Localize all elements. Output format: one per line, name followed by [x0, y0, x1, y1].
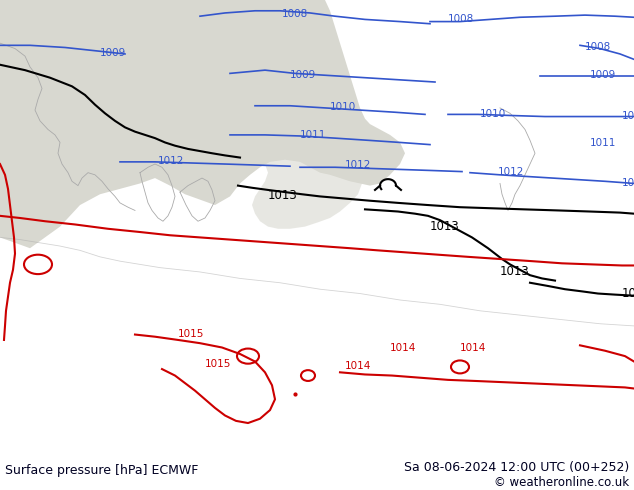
Text: 10: 10 [622, 177, 634, 188]
Text: 1008: 1008 [282, 9, 308, 19]
Text: 1014: 1014 [345, 361, 372, 371]
Text: 1015: 1015 [178, 329, 204, 339]
Text: 1010: 1010 [330, 102, 356, 112]
Text: 1015: 1015 [205, 359, 231, 369]
Text: 1008: 1008 [585, 42, 611, 51]
Text: 1010: 1010 [480, 109, 507, 119]
Text: 1013: 1013 [430, 220, 460, 233]
Text: 1009: 1009 [100, 48, 126, 58]
Text: 1012: 1012 [498, 167, 524, 177]
Text: 1009: 1009 [290, 70, 316, 80]
Polygon shape [128, 0, 362, 229]
Text: 1013: 1013 [268, 189, 298, 201]
Text: © weatheronline.co.uk: © weatheronline.co.uk [494, 476, 629, 489]
Text: 10: 10 [622, 287, 634, 300]
Text: 1012: 1012 [158, 156, 184, 166]
Text: 1008: 1008 [448, 14, 474, 24]
Polygon shape [0, 0, 405, 248]
Text: 1014: 1014 [460, 343, 486, 353]
Text: 1013: 1013 [500, 265, 530, 278]
Text: 10: 10 [622, 111, 634, 121]
Text: 1014: 1014 [390, 343, 417, 353]
Text: 1009: 1009 [590, 70, 616, 80]
Text: 1011: 1011 [300, 130, 327, 140]
Text: Sa 08-06-2024 12:00 UTC (00+252): Sa 08-06-2024 12:00 UTC (00+252) [404, 461, 629, 474]
Text: 1012: 1012 [345, 160, 372, 171]
Text: 1011: 1011 [590, 138, 616, 147]
Text: Surface pressure [hPa] ECMWF: Surface pressure [hPa] ECMWF [5, 464, 198, 477]
